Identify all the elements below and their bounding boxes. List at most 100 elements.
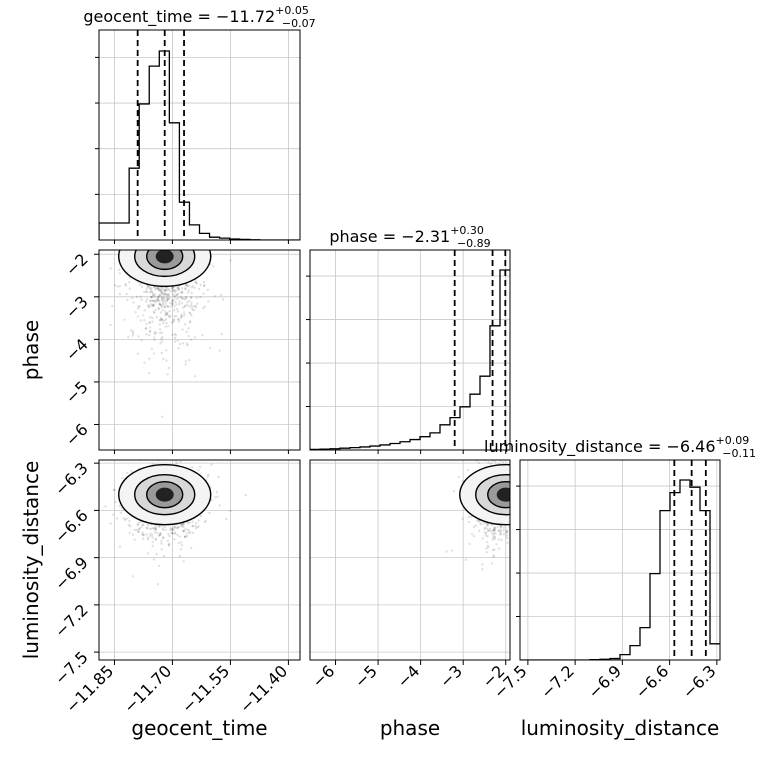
scatter-point [180,313,183,316]
scatter-point [151,236,153,238]
scatter-point [172,318,176,321]
scatter-point [528,526,530,528]
scatter-point [162,357,165,361]
scatter-point [159,303,163,306]
scatter-point [510,502,512,504]
scatter-point [525,495,527,497]
scatter-point [168,534,171,538]
scatter-point [472,534,476,538]
scatter-point [512,481,514,483]
scatter-point [167,288,171,291]
scatter-point [150,295,154,299]
scatter-point [160,304,163,308]
scatter-point [143,308,146,312]
scatter-point [478,529,481,533]
scatter-point [481,537,484,540]
scatter-point [137,528,141,531]
scatter-point [164,302,167,305]
scatter-point [136,530,140,534]
scatter-point [493,527,496,530]
scatter-point [492,554,495,557]
scatter-point [128,287,131,290]
scatter-point [166,452,168,454]
scatter-point [171,333,174,337]
scatter-point [141,533,144,537]
scatter-point [190,303,193,307]
scatter-point [153,338,156,342]
scatter-point [173,214,175,216]
scatter-point [166,305,169,308]
scatter-point [144,232,146,234]
scatter-point [536,506,538,508]
scatter-point [166,373,169,376]
scatter-point [512,509,514,511]
scatter-point [172,308,176,312]
contour-line [134,250,196,278]
scatter-point [180,287,184,290]
scatter-point [150,290,153,294]
scatter-point [146,284,150,288]
scatter-point [531,512,533,514]
scatter-point [160,340,164,343]
scatter-point [153,332,157,336]
scatter-point [159,316,163,320]
scatter-point [185,247,187,249]
histogram-phase [310,250,510,450]
scatter-point [512,500,514,502]
scatter-point [476,519,479,522]
scatter-point [166,539,170,542]
scatter-point [145,526,149,529]
scatter-point [136,315,140,318]
scatter-point [195,452,197,454]
scatter-point [157,564,161,568]
scatter-point [170,531,173,535]
scatter-point [197,469,200,472]
scatter-point [199,514,202,518]
scatter-point [157,241,159,243]
scatter-point [159,288,162,292]
scatter-point [541,531,543,533]
scatter-point [151,540,154,544]
scatter-point [485,550,489,554]
scatter-point [199,295,202,299]
scatter-point [123,518,127,521]
scatter-point [161,297,164,300]
scatter-point [188,236,190,238]
scatter-point [111,513,115,516]
scatter-point [158,216,160,218]
histogram-step [520,479,720,660]
scatter-point [167,543,171,547]
scatter-point [517,487,519,489]
scatter-point [499,526,502,530]
scatter-point [194,306,198,309]
scatter-point [153,299,157,303]
scatter-point [175,462,179,465]
scatter-point [534,517,536,519]
scatter-point [520,515,522,517]
scatter-point [178,535,182,538]
scatter-point [172,286,175,289]
scatter-point [191,524,195,527]
scatter-point [203,520,207,524]
scatter-point [133,242,135,244]
scatter-point [177,247,179,249]
scatter-point [134,243,136,245]
scatter-point [145,300,148,303]
scatter-point [169,305,172,308]
scatter-point [522,494,524,496]
y-tick-label: −4 [62,335,92,365]
scatter-point [188,299,191,303]
scatter-point [176,526,179,530]
scatter-point [161,528,165,532]
scatter-point [513,482,515,484]
scatter-point [127,335,130,339]
scatter-point [146,217,148,219]
scatter-point [148,316,152,319]
scatter-point [174,333,178,337]
scatter-point [244,493,247,497]
scatter-point [160,295,163,299]
scatter-point [182,522,186,526]
scatter-point [150,316,154,320]
scatter-point [523,461,525,463]
scatter-point [191,285,195,288]
